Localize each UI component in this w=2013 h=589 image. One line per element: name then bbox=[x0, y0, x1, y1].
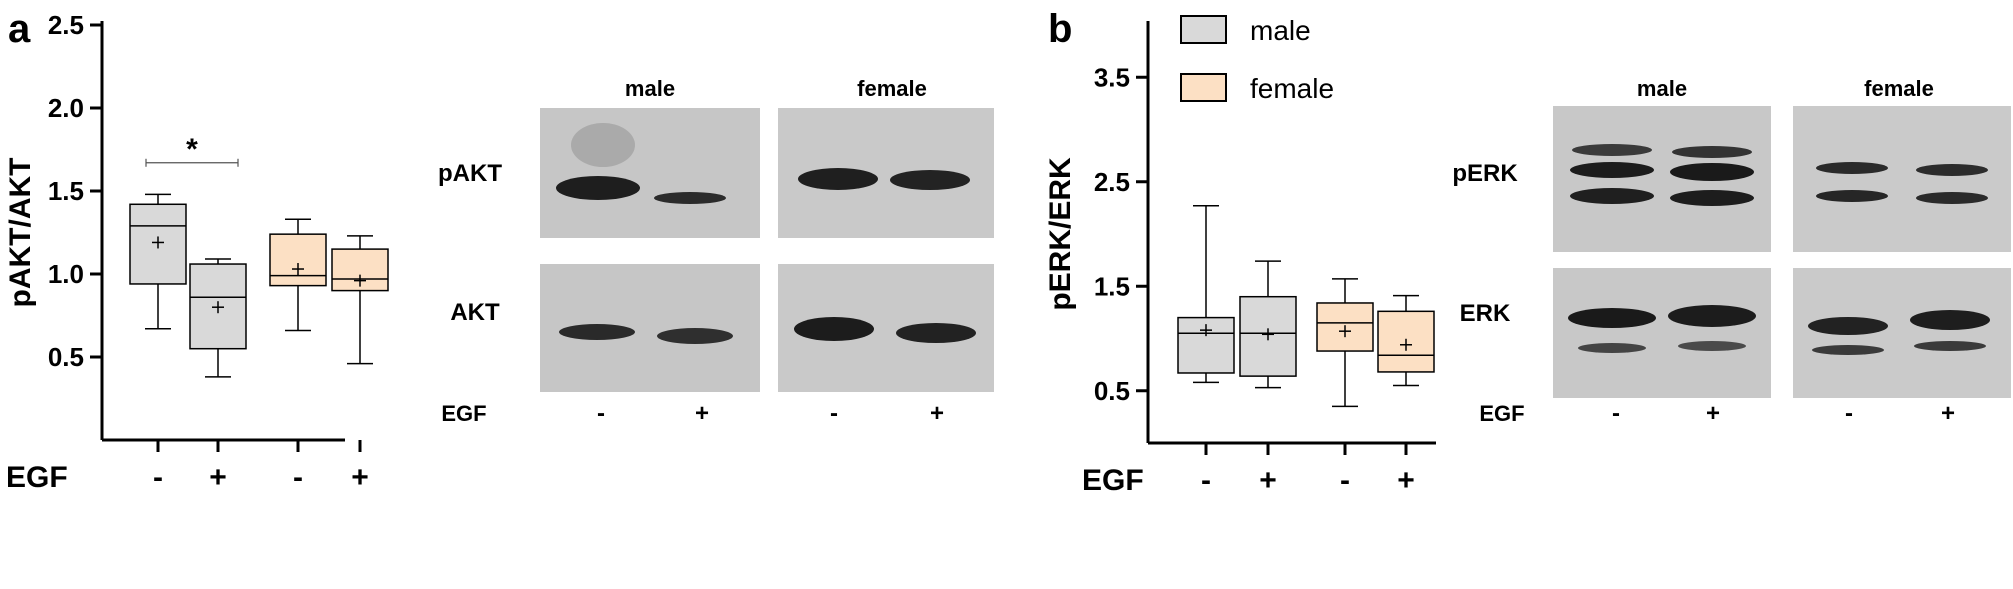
blot-band bbox=[1916, 164, 1988, 176]
y-tick-label: 0.5 bbox=[1094, 376, 1130, 406]
blot-b-row-label-perk: pERK bbox=[1452, 160, 1518, 187]
blot-b-lane-sign: + bbox=[1941, 400, 1955, 427]
blot-band bbox=[1816, 190, 1888, 202]
box-iqr bbox=[269, 233, 327, 287]
x-tick-label: - bbox=[1340, 464, 1350, 497]
box-male-egf-plus bbox=[189, 258, 247, 378]
blot-band bbox=[1578, 343, 1646, 353]
blot-band bbox=[1570, 162, 1654, 178]
blot-band bbox=[890, 170, 970, 190]
blot-b-erk-male-membrane bbox=[1553, 268, 1771, 398]
box-female-egf-plus bbox=[331, 235, 389, 365]
y-tick-label: 1.5 bbox=[48, 176, 84, 206]
blot-band bbox=[556, 176, 640, 200]
y-axis-label: pERK/ERK bbox=[1044, 157, 1077, 311]
blot-band bbox=[1670, 163, 1754, 181]
box-male-egf-plus bbox=[1239, 260, 1297, 389]
box-male-egf-minus bbox=[129, 193, 187, 330]
blot-a-group-label-male: male bbox=[625, 76, 675, 101]
blot-band bbox=[1808, 317, 1888, 335]
blot-band bbox=[1816, 162, 1888, 174]
blot-band bbox=[1572, 144, 1652, 156]
y-axis-label: pAKT/AKT bbox=[4, 158, 37, 308]
blot-b-egf-label: EGF bbox=[1479, 401, 1524, 426]
y-tick-label: 2.5 bbox=[48, 10, 84, 40]
box-female-egf-minus bbox=[1316, 278, 1374, 408]
blot-band bbox=[571, 123, 635, 167]
blot-band bbox=[1678, 341, 1746, 351]
blot-b-lane-sign: + bbox=[1706, 400, 1720, 427]
y-tick-label: 2.5 bbox=[1094, 167, 1130, 197]
blot-band bbox=[654, 192, 726, 204]
blot-band bbox=[1670, 190, 1754, 206]
legend-b: male female bbox=[1180, 15, 1334, 104]
x-axis-title: EGF bbox=[6, 461, 68, 494]
blot-b-row-label-erk: ERK bbox=[1460, 300, 1511, 327]
blot-a: male female pAKT AKT EGF - + - + bbox=[438, 76, 994, 427]
blot-a-lane-sign: - bbox=[597, 400, 605, 427]
blot-band bbox=[1568, 308, 1656, 328]
y-tick-label: 2.0 bbox=[48, 93, 84, 123]
blot-b-group-label-male: male bbox=[1637, 76, 1687, 101]
blot-band bbox=[896, 323, 976, 343]
x-tick-label: - bbox=[293, 461, 303, 494]
chart-b: 0.5 1.5 2.5 3.5 pERK/ERK - + - + EGF bbox=[1044, 21, 1436, 497]
blot-band bbox=[1916, 192, 1988, 204]
blot-a-lane-sign: - bbox=[830, 400, 838, 427]
blot-band bbox=[657, 328, 733, 344]
blot-a-lane-sign: + bbox=[695, 400, 709, 427]
x-tick-label: - bbox=[1201, 464, 1211, 497]
panel-a-letter: a bbox=[8, 7, 31, 51]
blot-b-lane-sign: - bbox=[1612, 400, 1620, 427]
y-tick-label: 3.5 bbox=[1094, 62, 1130, 92]
blot-a-lane-sign: + bbox=[930, 400, 944, 427]
x-tick-label: + bbox=[1259, 464, 1277, 497]
blot-b-group-label-female: female bbox=[1864, 76, 1934, 101]
x-tick-label: + bbox=[351, 461, 369, 494]
blot-band bbox=[1668, 305, 1756, 327]
x-tick-label: + bbox=[1397, 464, 1415, 497]
y-tick-label: 0.5 bbox=[48, 342, 84, 372]
blot-b: male female pERK ERK EGF - + - + bbox=[1452, 76, 2011, 427]
blot-band bbox=[794, 317, 874, 341]
blot-a-row-label-akt: AKT bbox=[450, 299, 500, 326]
box-female-egf-minus bbox=[269, 218, 327, 332]
blot-band bbox=[1914, 341, 1986, 351]
legend-label-male: male bbox=[1250, 15, 1311, 46]
legend-swatch-male bbox=[1180, 15, 1227, 44]
blot-a-pakt-male-membrane bbox=[540, 108, 760, 238]
blot-a-egf-label: EGF bbox=[441, 401, 486, 426]
blot-b-lane-sign: - bbox=[1845, 400, 1853, 427]
blot-band bbox=[1812, 345, 1884, 355]
box-iqr bbox=[189, 263, 247, 350]
legend-swatch-female bbox=[1180, 73, 1227, 102]
blot-band bbox=[798, 168, 878, 190]
blot-band bbox=[1570, 188, 1654, 204]
panel-b-letter: b bbox=[1048, 7, 1072, 51]
significance-star: * bbox=[186, 133, 198, 166]
legend-label-female: female bbox=[1250, 73, 1334, 104]
blot-a-row-label-pakt: pAKT bbox=[438, 160, 502, 187]
y-tick-label: 1.5 bbox=[1094, 271, 1130, 301]
x-tick-label: - bbox=[153, 461, 163, 494]
chart-a: 0.5 1.0 1.5 2.0 2.5 pAKT/AKT - + - + EGF * bbox=[4, 10, 389, 494]
blot-b-perk-female-membrane bbox=[1793, 106, 2011, 252]
y-tick-label: 1.0 bbox=[48, 259, 84, 289]
x-axis-title: EGF bbox=[1082, 464, 1144, 497]
blot-a-group-label-female: female bbox=[857, 76, 927, 101]
blot-band bbox=[559, 324, 635, 340]
blot-band bbox=[1910, 310, 1990, 330]
x-tick-label: + bbox=[209, 461, 227, 494]
box-male-egf-minus bbox=[1177, 205, 1235, 384]
blot-band bbox=[1672, 146, 1752, 158]
box-female-egf-plus bbox=[1377, 294, 1435, 387]
